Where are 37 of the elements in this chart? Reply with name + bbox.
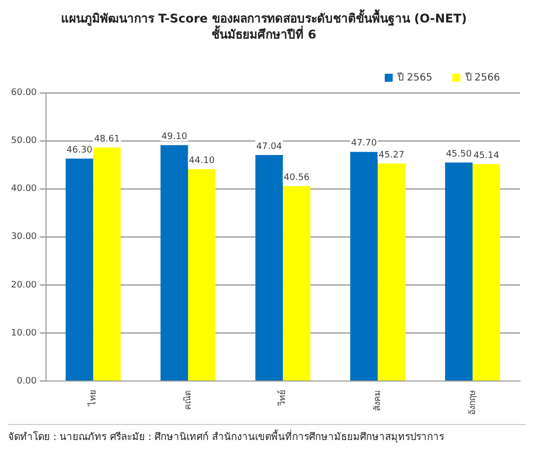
legend-label: ปี 2565 [396, 71, 432, 84]
y-tick-label: 50.00 [11, 136, 38, 146]
data-label: 40.56 [284, 173, 310, 184]
legend-label: ปี 2566 [464, 71, 500, 84]
bar [378, 164, 406, 380]
data-label: 45.14 [473, 151, 500, 162]
bar [188, 169, 216, 380]
data-label: 47.04 [256, 142, 282, 152]
bar [255, 155, 283, 380]
y-tick-label: 60.00 [11, 88, 38, 98]
y-tick-label: 20.00 [11, 280, 38, 290]
x-tick-label: คณิต [182, 390, 194, 410]
data-label: 47.70 [351, 138, 378, 149]
x-tick-label: วิทย์ [276, 390, 288, 406]
x-tick-label: ไทย [88, 390, 99, 407]
y-tick-label: 0.00 [16, 376, 38, 386]
y-tick-label: 30.00 [11, 232, 38, 242]
text: จัดทำโดย : นายณภัทร ศรีละมัย : ศึกษานิเทศก์ สำนักงานเขตพื้นที่การศึกษามัธยมศึกษาสมุทรปราการ [8, 424, 526, 444]
x-tick-label: สังคม [373, 390, 384, 411]
data-label: 45.27 [378, 150, 404, 160]
chart-subtitle: ชั้นมัธยมศึกษาปีที่ 6 [212, 24, 316, 42]
y-tick-label: 10.00 [11, 328, 38, 338]
bar [282, 186, 310, 380]
bar [472, 164, 500, 380]
data-label: 44.10 [188, 156, 215, 166]
y-tick-label: 40.00 [11, 184, 38, 194]
bar [66, 158, 94, 380]
data-label: 48.61 [94, 134, 120, 144]
bar [445, 162, 473, 380]
chart-title: แผนภูมิพัฒนาการ T-Score ของผลการทดสอบระดับชาติขั้นพื้นฐาน (O-NET) [61, 8, 467, 26]
data-label: 49.10 [161, 132, 188, 142]
data-label: 46.30 [66, 145, 93, 156]
data-label: 45.50 [446, 149, 472, 160]
bar [160, 145, 188, 380]
bar [93, 148, 121, 380]
bar [350, 152, 378, 380]
x-tick-label: อังกฤษ [468, 390, 478, 415]
